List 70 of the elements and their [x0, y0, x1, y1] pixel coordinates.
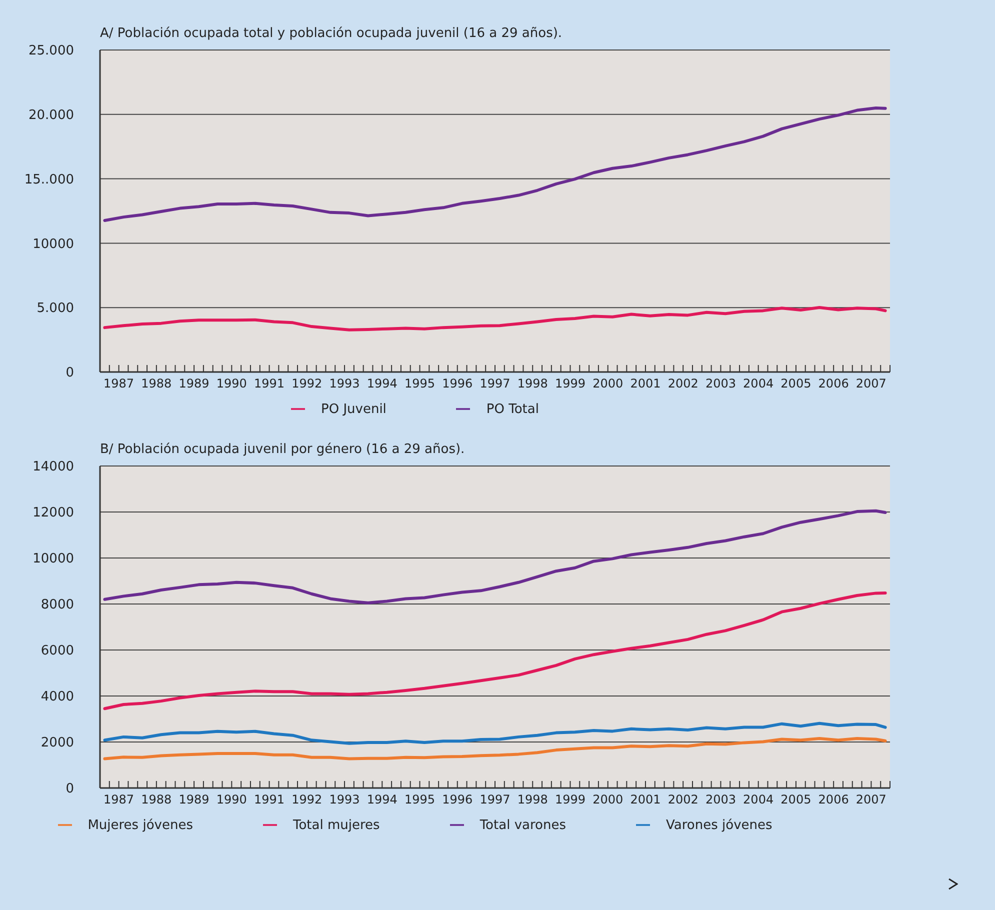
chart-title: B/ Población ocupada juvenil por género (16 a 29 años).	[100, 441, 466, 459]
legend-label: PO Juvenil	[320, 402, 386, 417]
x-tick-label: 2007	[856, 792, 886, 807]
y-tick-label: 10000	[32, 236, 74, 252]
x-tick-label: 1991	[254, 792, 285, 807]
x-tick-label: 1988	[141, 376, 172, 391]
chart-title: A/ Población ocupada total y población ocupada juvenil (16 a 29 años).	[100, 25, 564, 43]
line-series	[103, 737, 887, 760]
y-tick-label: 0	[66, 366, 74, 381]
line-series	[103, 106, 887, 222]
x-tick-label: 1996	[442, 376, 473, 391]
y-tick-label: 5.000	[36, 301, 74, 316]
x-tick-label: 1993	[329, 792, 360, 807]
x-tick-label: 1987	[104, 792, 134, 807]
y-tick-label: 8000	[40, 598, 74, 613]
x-tick-label: 1989	[178, 792, 210, 807]
x-tick-label: 1994	[366, 792, 398, 807]
legend-label: Total varones	[480, 818, 566, 833]
x-tick-label: 2005	[780, 376, 812, 391]
x-tick-label: 2006	[818, 376, 849, 391]
y-tick-label: 12000	[32, 506, 74, 521]
y-tick-label: 10000	[32, 552, 74, 567]
y-tick-label: 20.000	[28, 108, 74, 124]
y-tick-label: 0	[66, 782, 74, 797]
x-tick-label: 2003	[705, 376, 736, 391]
x-tick-label: 1992	[292, 792, 322, 807]
x-tick-label: 1990	[216, 376, 247, 391]
legend-label: PO Total	[486, 402, 539, 417]
x-tick-label: 1992	[292, 376, 322, 391]
y-tick-label: 15..000	[24, 172, 74, 188]
x-tick-label: 1990	[216, 792, 247, 807]
x-tick-label: 1995	[404, 376, 436, 391]
x-tick-label: 2003	[705, 792, 736, 807]
x-tick-label: 1998	[517, 376, 548, 391]
legend-label: Varones jóvenes	[666, 818, 772, 833]
x-tick-label: 2004	[743, 792, 774, 807]
x-tick-label: 2000	[592, 376, 624, 391]
y-tick-label: 4000	[40, 690, 74, 705]
x-tick-label: 1994	[366, 376, 398, 391]
line-series	[103, 306, 887, 332]
x-tick-label: 2002	[668, 792, 698, 807]
x-tick-label: 2004	[743, 376, 774, 391]
x-tick-label: 2005	[780, 792, 812, 807]
legend-label: Mujeres jóvenes	[88, 818, 193, 833]
legend-label: Total mujeres	[292, 818, 380, 833]
x-tick-label: 1998	[517, 792, 548, 807]
x-tick-label: 1993	[329, 376, 360, 391]
y-tick-label: 2000	[40, 736, 74, 751]
x-tick-label: 1987	[104, 376, 134, 391]
x-tick-label: 2000	[592, 792, 624, 807]
y-tick-label: 25.000	[28, 44, 74, 59]
line-series	[103, 509, 887, 604]
x-tick-label: 2001	[630, 792, 661, 807]
x-tick-label: 1997	[480, 792, 510, 807]
x-tick-label: 1989	[178, 376, 210, 391]
x-tick-label: 2006	[818, 792, 849, 807]
x-tick-label: 1995	[404, 792, 436, 807]
x-tick-label: 1999	[554, 376, 586, 391]
y-tick-label: 6000	[40, 644, 74, 659]
x-tick-label: 1999	[554, 792, 586, 807]
x-tick-label: 2007	[856, 376, 886, 391]
y-tick-label: 14000	[32, 460, 74, 475]
x-tick-label: 2002	[668, 376, 698, 391]
x-tick-label: 1996	[442, 792, 473, 807]
x-tick-label: 1997	[480, 376, 510, 391]
x-tick-label: 2001	[630, 376, 661, 391]
x-tick-label: 1988	[141, 792, 172, 807]
line-series	[103, 722, 887, 745]
line-series	[103, 591, 887, 710]
x-tick-label: 1991	[254, 376, 285, 391]
